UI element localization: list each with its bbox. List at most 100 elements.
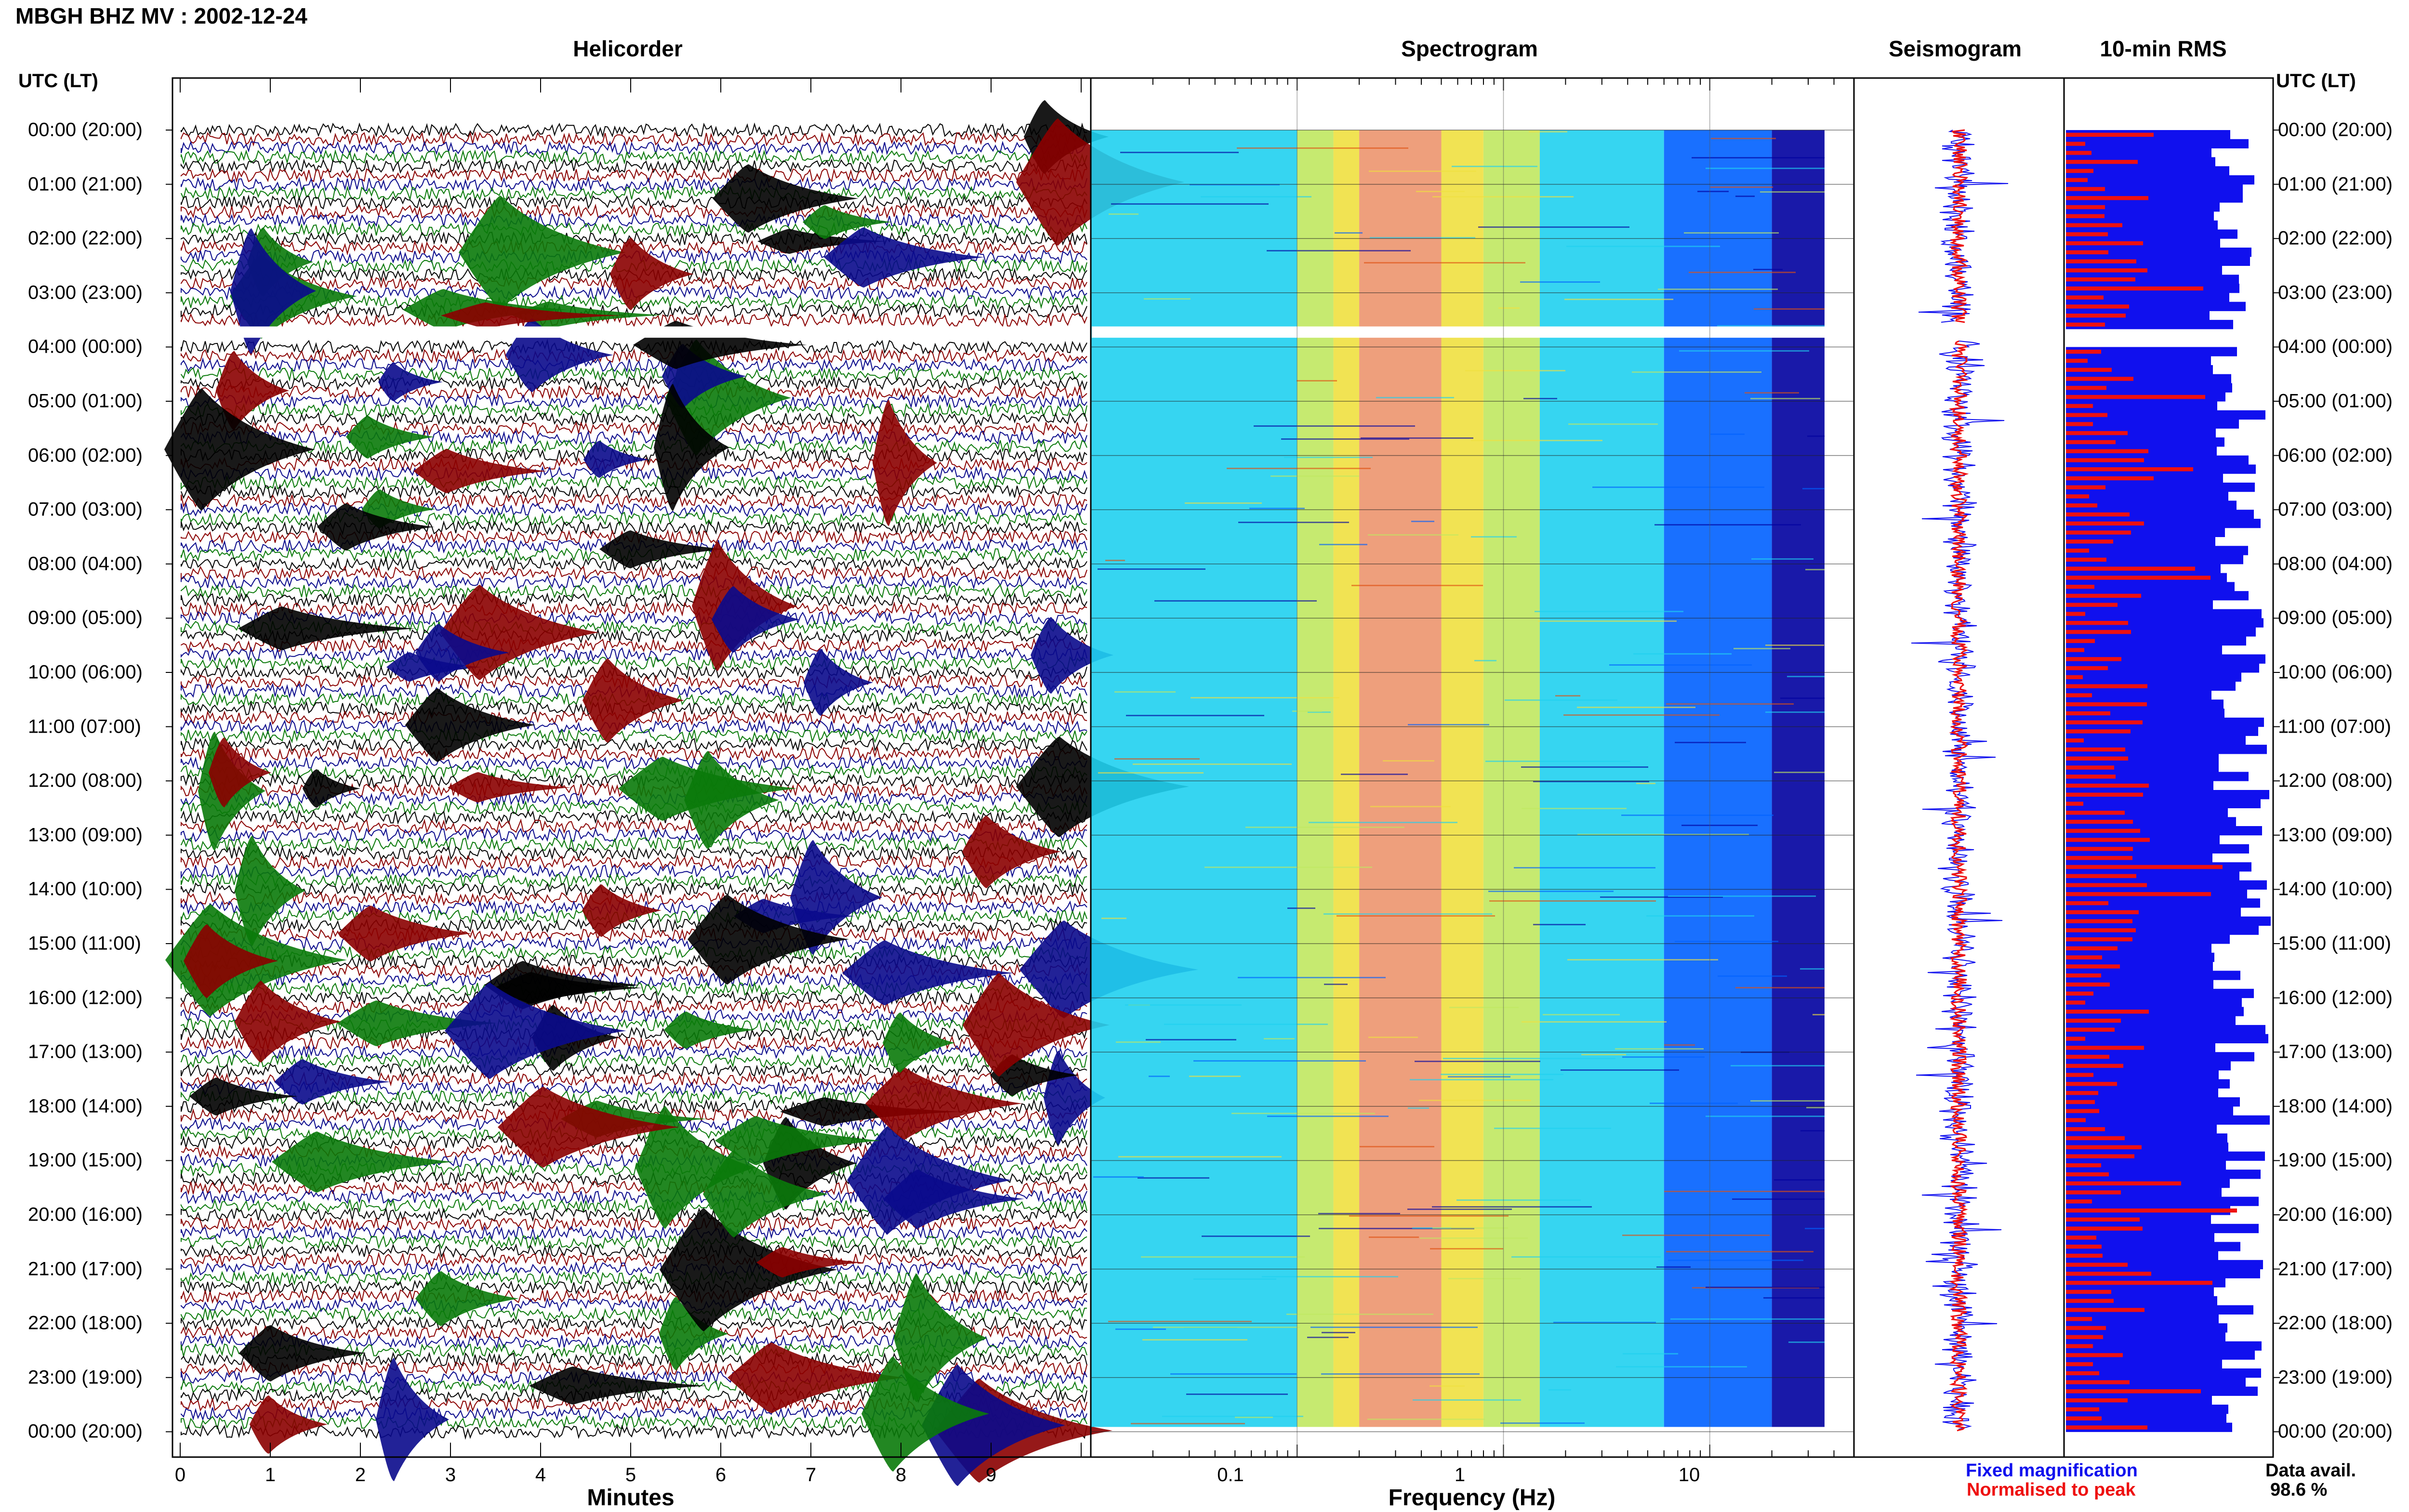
- rms-bar-normalised-69: [2066, 756, 2128, 761]
- time-label-right-17: 17:00 (13:00): [2278, 1041, 2393, 1063]
- spectrogram-streak-87: [1675, 742, 1746, 743]
- rms-bar-fixed-75: [2066, 808, 2228, 817]
- rms-bar-normalised-0: [2066, 132, 2154, 137]
- time-label-left-1: 01:00 (21:00): [28, 173, 143, 195]
- spectrogram-streak-200: [1109, 213, 1138, 215]
- rms-bar-normalised-26: [2066, 368, 2112, 372]
- rms-bar-normalised-131: [2066, 1317, 2092, 1321]
- rms-bar-normalised-136: [2066, 1362, 2093, 1367]
- spectrogram-streak-124: [1114, 758, 1200, 760]
- time-label-right-22: 22:00 (18:00): [2278, 1312, 2393, 1334]
- rms-bar-normalised-79: [2066, 847, 2133, 851]
- rms-bar-normalised-125: [2066, 1262, 2128, 1267]
- spectrogram-streak-184: [1297, 380, 1337, 381]
- rms-bar-normalised-99: [2066, 1027, 2115, 1032]
- rms-bar-fixed-65: [2066, 717, 2264, 727]
- rms-bar-normalised-83: [2066, 883, 2147, 887]
- helicorder-trace-3: [181, 149, 1087, 165]
- spectrogram-streak-215: [1267, 250, 1411, 251]
- rms-bar-normalised-128: [2066, 1289, 2111, 1294]
- spectrogram-streak-181: [1115, 1328, 1166, 1330]
- helicorder-event-27: [582, 658, 684, 743]
- rms-bar-fixed-93: [2066, 971, 2240, 980]
- helicorder-trace-2: [181, 140, 1087, 156]
- heli-tick-4: 4: [535, 1464, 546, 1486]
- helicorder-trace-57: [181, 637, 1087, 653]
- spectrogram-streak-142: [1753, 269, 1783, 270]
- spectrogram-streak-219: [1319, 544, 1367, 545]
- spectrogram-streak-92: [1664, 1044, 1695, 1046]
- rms-bar-fixed-123: [2066, 1242, 2240, 1251]
- spectrogram-streak-163: [1407, 1209, 1512, 1210]
- helicorder-trace-96: [181, 990, 1087, 1006]
- spectrogram-streak-129: [1471, 536, 1517, 538]
- helicorder-trace-103: [181, 1053, 1087, 1069]
- time-label-right-20: 20:00 (16:00): [2278, 1204, 2393, 1225]
- rms-bar-normalised-101: [2066, 1046, 2144, 1050]
- helicorder-trace-70: [181, 755, 1087, 771]
- spectrogram-streak-66: [1369, 1236, 1419, 1238]
- time-label-left-2: 02:00 (22:00): [28, 227, 143, 249]
- rms-bar-normalised-134: [2066, 1344, 2093, 1348]
- spectrogram-streak-134: [1710, 434, 1745, 435]
- rms-bar-fixed-94: [2066, 980, 2213, 989]
- rms-bar-fixed-105: [2066, 1079, 2230, 1089]
- spectrogram-band-5: [1483, 130, 1540, 1427]
- time-label-left-20: 20:00 (16:00): [28, 1204, 143, 1225]
- spectrogram-streak-18: [1478, 226, 1629, 228]
- spectrogram-streak-133: [1763, 1297, 1825, 1299]
- helicorder-event-18: [599, 530, 726, 568]
- rms-bar-fixed-85: [2066, 898, 2260, 908]
- time-label-right-3: 03:00 (23:00): [2278, 282, 2393, 303]
- time-label-left-24: 00:00 (20:00): [28, 1420, 143, 1442]
- rms-bar-fixed-102: [2066, 1052, 2254, 1062]
- spectrogram-streak-190: [1760, 191, 1825, 193]
- helicorder-trace-51: [181, 583, 1087, 599]
- rms-bar-normalised-122: [2066, 1236, 2096, 1240]
- spectrogram-streak-197: [1655, 524, 1801, 526]
- spectrogram-streak-31: [1456, 1199, 1581, 1201]
- rms-bar-fixed-117: [2066, 1187, 2222, 1197]
- helicorder-event-48: [790, 840, 882, 955]
- rms-bar-fixed-112: [2066, 1142, 2228, 1152]
- helicorder-trace-124: [181, 1243, 1087, 1259]
- helicorder-event-30: [272, 1131, 453, 1193]
- rms-bar-fixed-130: [2066, 1305, 2253, 1315]
- spectrogram-streak-89: [1238, 977, 1386, 978]
- rms-bar-normalised-47: [2066, 557, 2106, 562]
- spectrogram-streak-96: [1636, 783, 1655, 784]
- helicorder-trace-95: [181, 981, 1087, 997]
- rms-bar-normalised-24: [2066, 350, 2101, 354]
- spectrogram-streak-62: [1731, 1065, 1825, 1066]
- spectrogram-streak-25: [1370, 806, 1451, 807]
- helicorder-event-94: [189, 1078, 298, 1116]
- rms-bar-normalised-91: [2066, 955, 2102, 960]
- time-label-left-15: 15:00 (11:00): [28, 933, 141, 954]
- spectrogram-streak-38: [1581, 1054, 1626, 1055]
- rms-bar-normalised-126: [2066, 1272, 2151, 1276]
- page-title: MBGH BHZ MV : 2002-12-24: [15, 3, 307, 28]
- utc-header-left: UTC (LT): [18, 70, 98, 92]
- time-label-right-11: 11:00 (07:00): [2278, 716, 2391, 737]
- spectrogram-streak-51: [1600, 896, 1723, 898]
- rms-bar-fixed-80: [2066, 853, 2212, 863]
- rms-bar-fixed-51: [2066, 591, 2249, 601]
- spectrogram-streak-28: [1668, 1260, 1803, 1261]
- rms-bar-fixed-28: [2066, 383, 2232, 393]
- rms-bar-normalised-78: [2066, 838, 2150, 842]
- spectrogram-streak-118: [1664, 1191, 1825, 1192]
- rms-bar-fixed-106: [2066, 1088, 2218, 1098]
- spectrogram-streak-143: [1564, 299, 1673, 300]
- helicorder-trace-30: [181, 393, 1087, 409]
- rms-bar-normalised-11: [2066, 232, 2108, 237]
- rms-bar-normalised-43: [2066, 521, 2144, 526]
- time-label-right-4: 04:00 (00:00): [2278, 336, 2393, 357]
- helicorder-gap: [173, 326, 1090, 338]
- rms-bar-fixed-57: [2066, 645, 2222, 655]
- helicorder-event-6: [583, 441, 649, 478]
- spectrogram-streak-78: [1448, 1076, 1510, 1078]
- rms-bar-normalised-85: [2066, 901, 2108, 906]
- helicorder-trace-83: [181, 872, 1087, 888]
- spectrogram-streak-75: [1237, 147, 1408, 149]
- helicorder-trace-10: [181, 212, 1087, 228]
